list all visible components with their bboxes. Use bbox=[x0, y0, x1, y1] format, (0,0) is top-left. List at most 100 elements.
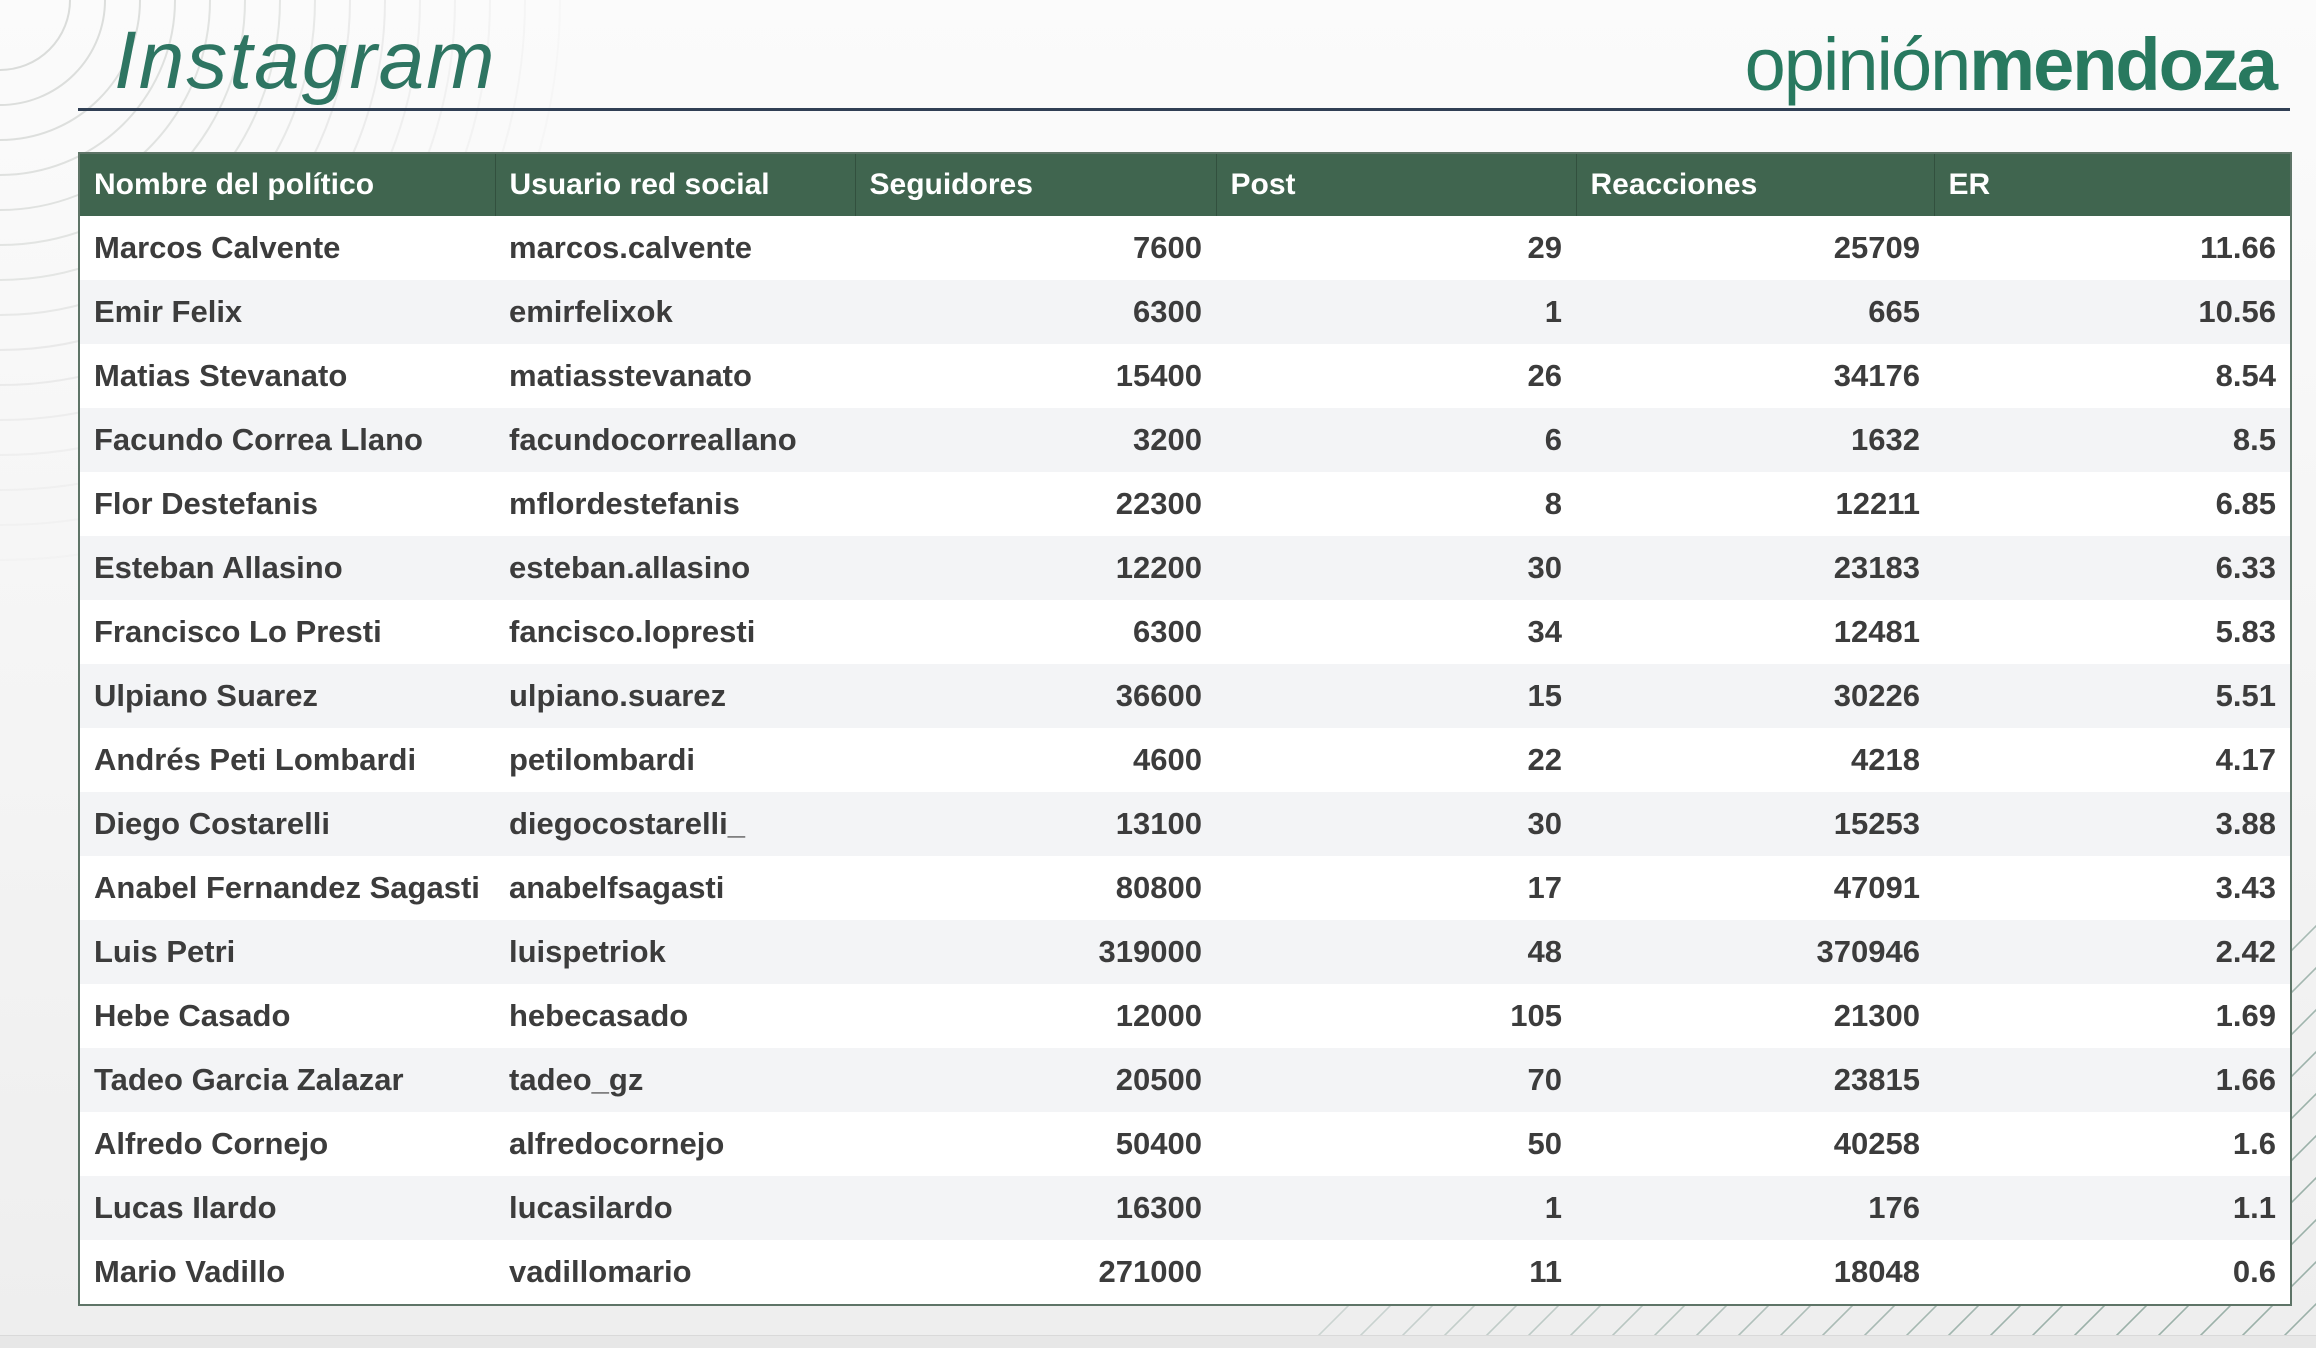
er-value: 0.6 bbox=[2232, 1254, 2276, 1289]
followers-value: 13100 bbox=[1115, 806, 1202, 841]
table-body: Marcos Calvente marcos.calvente 7600 29 2570… bbox=[79, 216, 2291, 1305]
table-header: Nombre del político Usuario red social S… bbox=[79, 153, 2291, 216]
reactions-value: 370946 bbox=[1816, 934, 1920, 969]
page-title: Instagram bbox=[114, 15, 497, 106]
posts-value: 1 bbox=[1544, 1190, 1562, 1225]
brand-bold-part: mendoza bbox=[1969, 23, 2278, 106]
er-value: 1.6 bbox=[2232, 1126, 2276, 1161]
posts-value: 8 bbox=[1544, 486, 1562, 521]
er-value: 6.85 bbox=[2215, 486, 2276, 521]
table-header-row: Nombre del político Usuario red social S… bbox=[79, 153, 2291, 216]
followers-value: 12200 bbox=[1115, 550, 1202, 585]
reactions-value: 176 bbox=[1868, 1190, 1920, 1225]
table-row: Anabel Fernandez Sagasti anabelfsagasti 80… bbox=[79, 856, 2291, 920]
posts-value: 6 bbox=[1544, 422, 1562, 457]
politician-name: Hebe Casado bbox=[94, 998, 291, 1033]
politician-name: Diego Costarelli bbox=[94, 806, 330, 841]
politician-name: Ulpiano Suarez bbox=[94, 678, 318, 713]
social-username: lucasilardo bbox=[509, 1190, 673, 1225]
table-row: Francisco Lo Presti fancisco.lopresti 6300… bbox=[79, 600, 2291, 664]
masthead: Instagram opiniónmendoza bbox=[78, 0, 2290, 110]
politician-name: Mario Vadillo bbox=[94, 1254, 286, 1289]
politician-name: Anabel Fernandez Sagasti bbox=[94, 870, 480, 905]
posts-value: 11 bbox=[1529, 1254, 1562, 1289]
reactions-value: 25709 bbox=[1833, 230, 1920, 265]
table-row: Tadeo Garcia Zalazar tadeo_gz 20500 70 23815… bbox=[79, 1048, 2291, 1112]
politician-name: Flor Destefanis bbox=[94, 486, 318, 521]
social-username: mflordestefanis bbox=[509, 486, 740, 521]
table-row: Diego Costarelli diegocostarelli_ 13100 30 1… bbox=[79, 792, 2291, 856]
er-value: 11.66 bbox=[2200, 230, 2276, 265]
followers-value: 36600 bbox=[1115, 678, 1202, 713]
politician-name: Emir Felix bbox=[94, 294, 243, 329]
table-row: Alfredo Cornejo alfredocornejo 50400 50 4025… bbox=[79, 1112, 2291, 1176]
posts-value: 105 bbox=[1510, 998, 1562, 1033]
social-username: matiasstevanato bbox=[509, 358, 752, 393]
table-row: Flor Destefanis mflordestefanis 22300 8 1221… bbox=[79, 472, 2291, 536]
col-header-usuario: Usuario red social bbox=[495, 153, 856, 216]
politician-name: Facundo Correa Llano bbox=[94, 422, 423, 457]
politicians-table: Nombre del político Usuario red social S… bbox=[78, 152, 2292, 1306]
er-value: 6.33 bbox=[2215, 550, 2276, 585]
followers-value: 319000 bbox=[1098, 934, 1202, 969]
posts-value: 34 bbox=[1527, 614, 1562, 649]
col-header-post: Post bbox=[1216, 153, 1577, 216]
reactions-value: 30226 bbox=[1833, 678, 1920, 713]
social-username: hebecasado bbox=[509, 998, 689, 1033]
posts-value: 30 bbox=[1527, 806, 1562, 841]
er-value: 10.56 bbox=[2198, 294, 2276, 329]
politician-name: Francisco Lo Presti bbox=[94, 614, 382, 649]
reactions-value: 47091 bbox=[1833, 870, 1920, 905]
followers-value: 22300 bbox=[1115, 486, 1202, 521]
table-row: Marcos Calvente marcos.calvente 7600 29 2570… bbox=[79, 216, 2291, 280]
followers-value: 20500 bbox=[1115, 1062, 1202, 1097]
social-username: tadeo_gz bbox=[509, 1062, 644, 1097]
table-row: Luis Petri luispetriok 319000 48 370946 2.42 bbox=[79, 920, 2291, 984]
posts-value: 30 bbox=[1527, 550, 1562, 585]
posts-value: 48 bbox=[1527, 934, 1562, 969]
politician-name: Marcos Calvente bbox=[94, 230, 341, 265]
followers-value: 16300 bbox=[1115, 1190, 1202, 1225]
col-header-reacciones: Reacciones bbox=[1576, 153, 1935, 216]
followers-value: 271000 bbox=[1098, 1254, 1202, 1289]
reactions-value: 34176 bbox=[1833, 358, 1920, 393]
social-username: facundocorreallano bbox=[509, 422, 797, 457]
reactions-value: 23183 bbox=[1833, 550, 1920, 585]
social-username: vadillomario bbox=[509, 1254, 692, 1289]
politician-name: Tadeo Garcia Zalazar bbox=[94, 1062, 404, 1097]
er-value: 8.5 bbox=[2232, 422, 2276, 457]
er-value: 5.83 bbox=[2215, 614, 2276, 649]
politician-name: Matias Stevanato bbox=[94, 358, 348, 393]
brand-light-part: opinión bbox=[1744, 23, 1972, 106]
politician-name: Andrés Peti Lombardi bbox=[94, 742, 417, 777]
social-username: ulpiano.suarez bbox=[509, 678, 727, 713]
posts-value: 50 bbox=[1527, 1126, 1562, 1161]
followers-value: 6300 bbox=[1133, 614, 1202, 649]
social-username: fancisco.lopresti bbox=[509, 614, 756, 649]
posts-value: 26 bbox=[1527, 358, 1562, 393]
er-value: 1.1 bbox=[2232, 1190, 2276, 1225]
col-header-nombre: Nombre del político bbox=[79, 153, 496, 216]
social-username: marcos.calvente bbox=[509, 230, 752, 265]
er-value: 5.51 bbox=[2215, 678, 2276, 713]
er-value: 3.88 bbox=[2215, 806, 2276, 841]
table-row: Ulpiano Suarez ulpiano.suarez 36600 15 30226… bbox=[79, 664, 2291, 728]
politician-name: Luis Petri bbox=[94, 934, 236, 969]
followers-value: 50400 bbox=[1115, 1126, 1202, 1161]
reactions-value: 40258 bbox=[1833, 1126, 1920, 1161]
reactions-value: 12481 bbox=[1833, 614, 1920, 649]
social-username: emirfelixok bbox=[509, 294, 673, 329]
followers-value: 15400 bbox=[1115, 358, 1202, 393]
er-value: 1.66 bbox=[2215, 1062, 2276, 1097]
er-value: 1.69 bbox=[2215, 998, 2276, 1033]
reactions-value: 4218 bbox=[1851, 742, 1920, 777]
reactions-value: 1632 bbox=[1851, 422, 1920, 457]
table-row: Hebe Casado hebecasado 12000 105 21300 1.69 bbox=[79, 984, 2291, 1048]
table-row: Esteban Allasino esteban.allasino 12200 30 2… bbox=[79, 536, 2291, 600]
er-value: 8.54 bbox=[2215, 358, 2276, 393]
posts-value: 29 bbox=[1527, 230, 1562, 265]
posts-value: 1 bbox=[1544, 294, 1562, 329]
posts-value: 70 bbox=[1527, 1062, 1562, 1097]
politician-name: Alfredo Cornejo bbox=[94, 1126, 329, 1161]
title-divider-rule bbox=[78, 108, 2290, 111]
